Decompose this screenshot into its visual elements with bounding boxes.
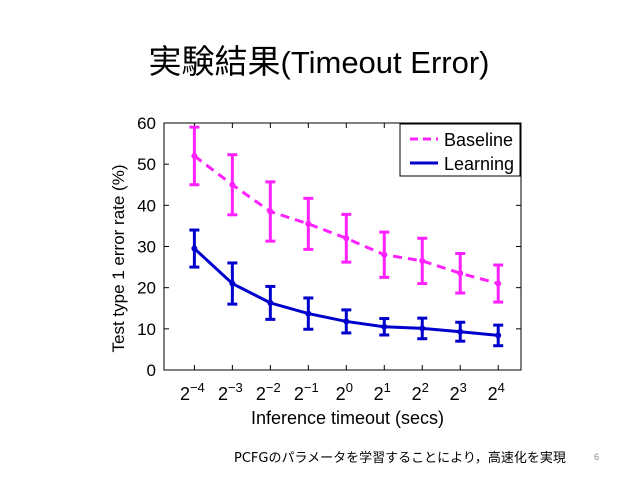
legend-label: Learning xyxy=(444,154,514,174)
title-japanese: 実験結果 xyxy=(148,42,281,81)
data-point xyxy=(343,235,350,242)
x-tick-label: 2−4 xyxy=(180,380,205,404)
data-point xyxy=(267,208,274,215)
data-point xyxy=(305,220,312,227)
y-tick-label: 40 xyxy=(137,196,156,215)
x-tick-label: 24 xyxy=(488,380,505,404)
data-point xyxy=(381,323,388,330)
y-axis-label: Test type 1 error rate (%) xyxy=(109,164,128,352)
x-tick-label: 2−1 xyxy=(294,380,319,404)
x-tick-label: 23 xyxy=(450,380,467,404)
legend-box xyxy=(399,123,521,177)
y-tick-label: 30 xyxy=(137,238,156,257)
y-tick-label: 20 xyxy=(137,279,156,298)
x-axis-label: Inference timeout (secs) xyxy=(251,408,444,428)
y-tick-label: 10 xyxy=(137,320,156,339)
x-tick-label: 20 xyxy=(336,380,353,404)
data-point xyxy=(229,181,236,188)
data-point xyxy=(305,310,312,317)
x-tick-label: 21 xyxy=(374,380,391,404)
data-point xyxy=(419,257,426,264)
data-point xyxy=(267,299,274,306)
y-tick-label: 60 xyxy=(137,114,156,133)
page-number: 6 xyxy=(594,452,600,462)
slide-caption: PCFGのパラメータを学習することにより，高速化を実現 xyxy=(234,451,566,466)
data-point xyxy=(495,280,502,287)
slide-title: 実験結果(Timeout Error) xyxy=(0,40,638,85)
legend-label: Baseline xyxy=(444,130,513,150)
x-tick-label: 2−2 xyxy=(256,380,281,404)
y-tick-label: 0 xyxy=(147,361,156,380)
data-point xyxy=(457,270,464,277)
y-tick-label: 50 xyxy=(137,155,156,174)
series-learning xyxy=(189,228,504,348)
data-point xyxy=(457,328,464,335)
data-point xyxy=(191,152,198,159)
x-tick-label: 22 xyxy=(412,380,429,404)
data-point xyxy=(343,318,350,325)
series-line xyxy=(193,154,499,285)
data-point xyxy=(381,251,388,258)
data-point xyxy=(419,325,426,332)
data-point xyxy=(495,332,502,339)
title-english: (Timeout Error) xyxy=(280,45,490,80)
series-baseline xyxy=(189,125,504,304)
x-tick-label: 2−3 xyxy=(218,380,243,404)
data-point xyxy=(191,245,198,252)
data-point xyxy=(229,280,236,287)
